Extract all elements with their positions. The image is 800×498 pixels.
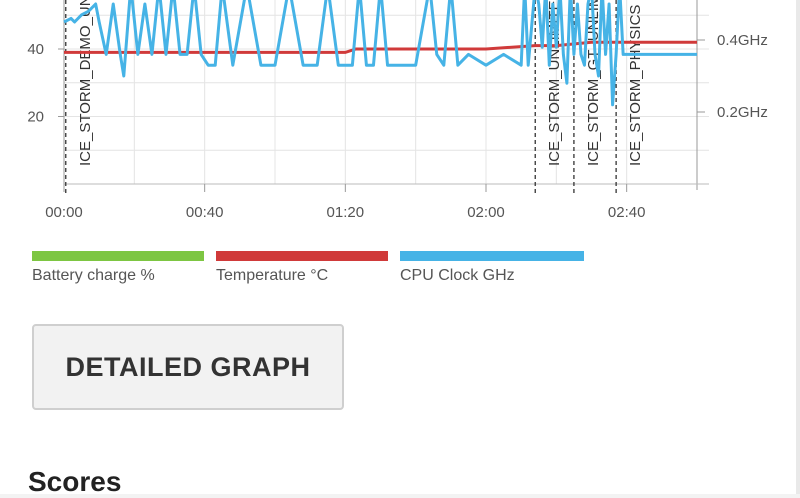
legend-temperature-swatch — [216, 251, 388, 261]
detailed-graph-button[interactable]: DETAILED GRAPH — [32, 324, 344, 410]
y-right-tick-label: 0.2GHz — [717, 104, 768, 121]
x-tick-label: 01:20 — [327, 204, 365, 221]
event-marker-label: ICE_STORM_PHYSICS — [627, 5, 644, 166]
x-tick-label: 02:00 — [467, 204, 505, 221]
x-tick-label: 02:40 — [608, 204, 646, 221]
legend-cpu-clock-label: CPU Clock GHz — [400, 267, 515, 284]
x-tick-label: 00:40 — [186, 204, 224, 221]
event-marker-label: ICE_STORM_DEMO_UNLIMITED — [77, 0, 94, 166]
scores-heading: Scores — [28, 466, 122, 497]
legend-temperature-label: Temperature °C — [216, 267, 329, 284]
cpu-clock-series-line — [63, 0, 697, 107]
legend-cpu-clock: CPU Clock GHz — [400, 251, 584, 285]
x-tick-label: 00:00 — [45, 204, 83, 221]
legend-battery: Battery charge % — [32, 251, 204, 285]
legend-battery-label: Battery charge % — [32, 267, 155, 284]
temperature-series-line — [64, 40, 697, 54]
legend-battery-swatch — [32, 251, 204, 261]
legend-temperature: Temperature °C — [216, 251, 388, 285]
monitoring-chart: 00:00 00:40 01:20 02:00 02:40 40 20 0.4GHz 0.2GH… — [27, 0, 768, 221]
y-right-tick-label: 0.4GHz — [717, 32, 768, 49]
y-left-tick-label: 40 — [27, 41, 44, 58]
y-left-tick-label: 20 — [27, 109, 44, 126]
legend-cpu-clock-swatch — [400, 251, 584, 261]
